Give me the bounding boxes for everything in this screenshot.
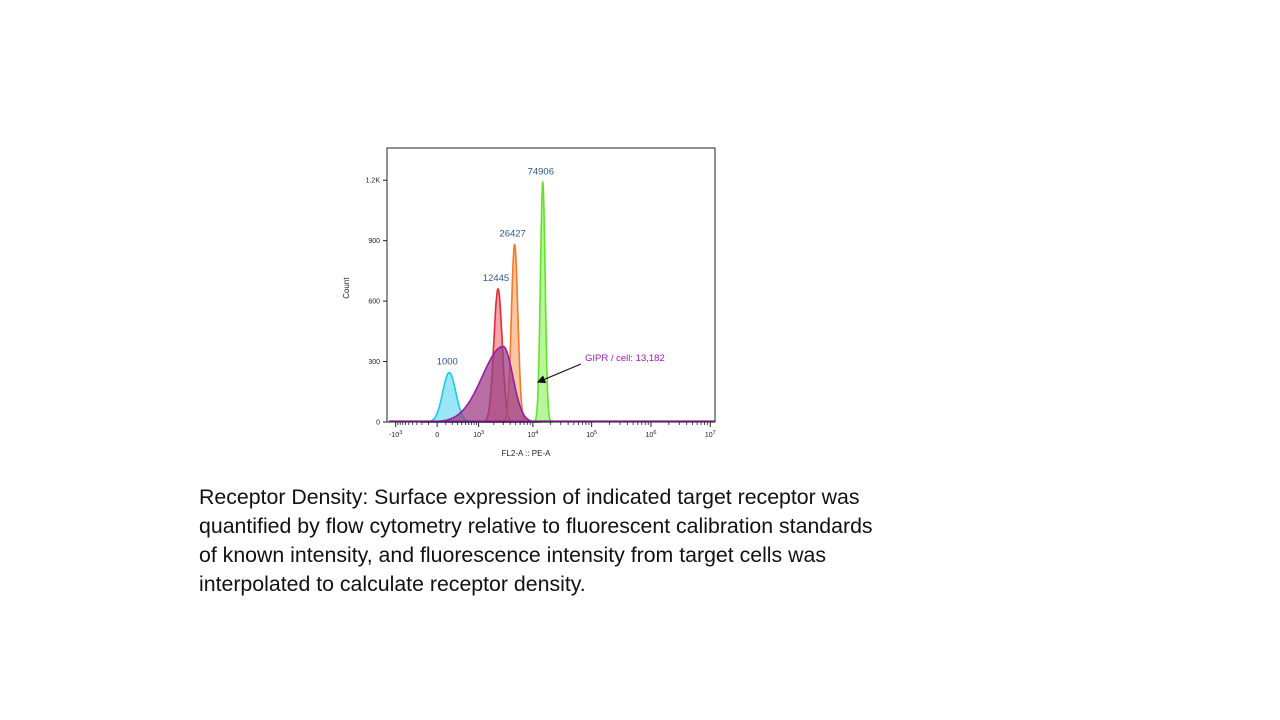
- y-tick-label: 600: [368, 299, 380, 306]
- x-axis: -103 0 103 104 105 106 107: [389, 422, 716, 439]
- x-tick-label: 0: [435, 432, 439, 439]
- y-tick-label: 0: [376, 420, 380, 427]
- y-tick-label: 1.2K: [366, 178, 381, 185]
- x-axis-title: FL2-A :: PE-A: [502, 449, 552, 458]
- histogram-curves: [389, 180, 715, 423]
- x-tick-label: 107: [705, 430, 716, 439]
- y-axis-title: Count: [342, 277, 351, 299]
- x-tick-label: -103: [389, 430, 402, 439]
- peak-label: 74906: [528, 166, 554, 177]
- caption: Receptor Density: Surface expression of …: [199, 483, 989, 599]
- plot-frame: [386, 147, 716, 423]
- peak-label: 12445: [483, 273, 509, 284]
- x-tick-label: 104: [527, 430, 538, 439]
- y-tick-label: 300: [368, 359, 380, 366]
- x-tick-label: 103: [473, 430, 484, 439]
- histogram-svg: 0 300 600 900 1.2K -103 0 103 104 105 106 107 FL2-A …: [342, 147, 716, 458]
- x-tick-label: 106: [646, 430, 657, 439]
- peak-labels: 1000 12445 26427 74906: [437, 166, 554, 367]
- flow-cytometry-histogram: 0 300 600 900 1.2K -103 0 103 104 105 106 107 FL2-A …: [330, 135, 730, 465]
- caption-line: Receptor Density: Surface expression of …: [199, 485, 860, 509]
- caption-line: interpolated to calculate receptor densi…: [199, 572, 586, 596]
- gipr-annotation: GIPR / cell: 13,182: [585, 353, 665, 364]
- histogram-series-3: [532, 180, 554, 423]
- caption-line: of known intensity, and fluorescence int…: [199, 543, 826, 567]
- annotation-arrow: [536, 363, 582, 384]
- peak-label: 26427: [499, 229, 525, 240]
- caption-line: quantified by flow cytometry relative to…: [199, 514, 873, 538]
- peak-label: 1000: [437, 357, 458, 368]
- y-tick-label: 900: [368, 238, 380, 245]
- y-axis: 0 300 600 900 1.2K: [366, 178, 387, 427]
- x-tick-label: 105: [586, 430, 597, 439]
